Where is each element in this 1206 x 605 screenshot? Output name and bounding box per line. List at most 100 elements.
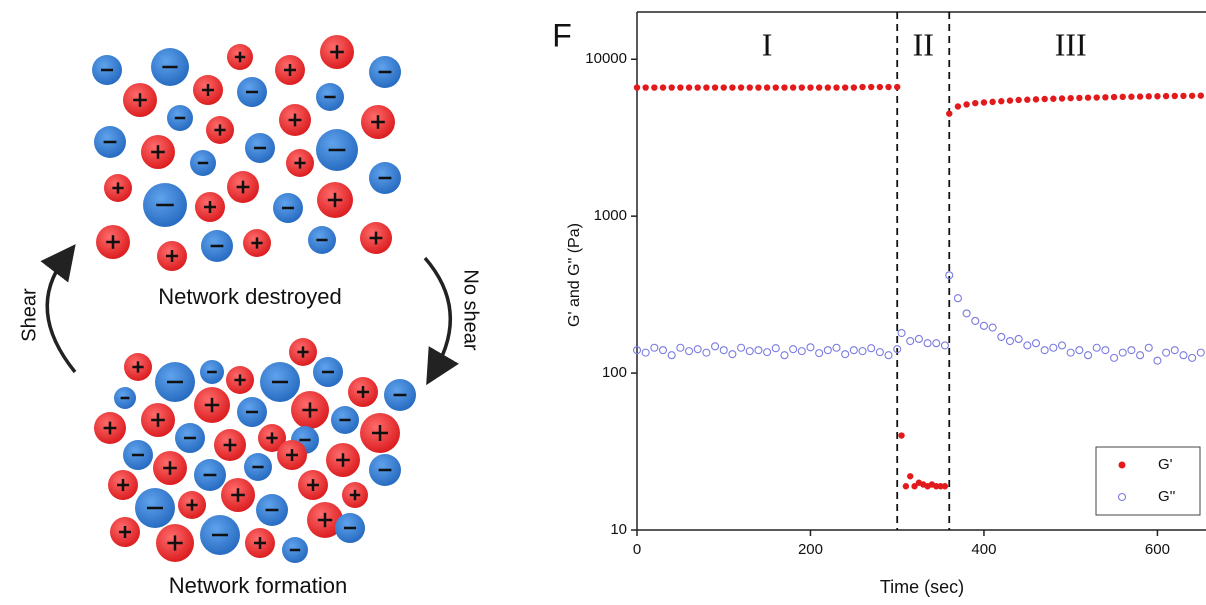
data-point [754, 346, 763, 355]
data-point [849, 346, 858, 355]
data-point [651, 84, 658, 91]
bottom-label: Network formation [169, 573, 348, 598]
legend-label: G'' [1158, 488, 1176, 505]
data-point [833, 84, 840, 91]
data-point [658, 346, 668, 355]
data-point [685, 84, 693, 91]
data-point [668, 84, 675, 91]
data-point [945, 271, 954, 280]
region-label: I [762, 26, 773, 62]
y-tick-label: 10 [610, 521, 627, 538]
data-point [729, 84, 736, 91]
data-point [898, 432, 905, 439]
data-point [858, 347, 867, 356]
data-point [907, 473, 914, 480]
data-point [932, 339, 941, 348]
data-point [1102, 94, 1109, 101]
data-point [737, 84, 745, 91]
data-point [884, 351, 893, 360]
x-tick-label: 200 [798, 541, 823, 558]
data-point [941, 483, 949, 490]
data-point [1005, 336, 1015, 346]
data-point [1050, 95, 1057, 102]
data-point [755, 84, 762, 91]
data-point [1006, 97, 1014, 104]
data-point [684, 347, 694, 356]
data-point [1076, 94, 1083, 102]
data-point [772, 84, 779, 91]
data-point [693, 345, 702, 354]
no-shear-label: No shear [460, 269, 482, 350]
data-point [642, 84, 649, 91]
data-point [1180, 92, 1187, 100]
data-point [745, 347, 754, 356]
data-point [633, 84, 641, 91]
data-point [771, 344, 780, 353]
legend-label: G' [1158, 456, 1173, 473]
data-point [797, 347, 806, 356]
data-point [728, 350, 737, 359]
data-point [824, 84, 832, 91]
data-point [1014, 334, 1023, 344]
data-point [1041, 95, 1048, 103]
data-point [702, 348, 711, 357]
data-point [979, 321, 989, 330]
data-point [719, 346, 728, 355]
legend-box [1095, 446, 1201, 516]
data-point [914, 334, 923, 344]
data-point [906, 336, 915, 346]
data-point [676, 343, 685, 352]
region-label: II [913, 26, 934, 62]
data-point [677, 84, 684, 91]
data-point [963, 101, 970, 108]
data-point [1171, 92, 1178, 100]
data-point [815, 349, 824, 358]
data-point [867, 344, 876, 353]
y-tick-label: 10000 [585, 50, 627, 67]
data-point [632, 346, 642, 355]
data-point [988, 323, 997, 332]
data-point [1170, 346, 1179, 355]
data-point [1136, 351, 1145, 360]
data-point [703, 84, 710, 91]
data-point [1145, 93, 1152, 100]
data-point [923, 339, 932, 348]
data-point [1093, 94, 1100, 101]
data-point [1058, 95, 1066, 102]
legend-marker [1117, 492, 1127, 502]
data-point [997, 332, 1006, 341]
data-point [1092, 343, 1101, 352]
data-point [911, 483, 918, 490]
data-point [940, 341, 949, 350]
legend-marker [1118, 461, 1126, 469]
data-point [659, 84, 667, 91]
data-point [894, 83, 901, 91]
data-point [1066, 348, 1075, 357]
data-point [1153, 356, 1162, 365]
data-point [946, 110, 953, 117]
data-point [1154, 93, 1161, 100]
data-point [841, 350, 850, 359]
data-point [1127, 346, 1136, 355]
data-point [850, 84, 858, 91]
data-point [953, 294, 962, 303]
data-point [897, 328, 906, 338]
x-tick-label: 600 [1145, 541, 1170, 558]
data-point [815, 84, 823, 91]
y-tick-label: 1000 [594, 207, 627, 224]
data-point [711, 84, 719, 91]
data-point [694, 84, 701, 91]
no-shear-arrow [423, 256, 459, 386]
diagram [92, 35, 416, 563]
data-point [781, 84, 788, 91]
data-point [832, 343, 841, 352]
data-point [667, 351, 676, 360]
data-point [1083, 351, 1093, 360]
data-point [1119, 93, 1126, 101]
data-point [1196, 348, 1205, 357]
data-point [1049, 343, 1058, 352]
data-point [746, 84, 753, 91]
data-point [1188, 353, 1197, 362]
data-point [1128, 93, 1135, 100]
